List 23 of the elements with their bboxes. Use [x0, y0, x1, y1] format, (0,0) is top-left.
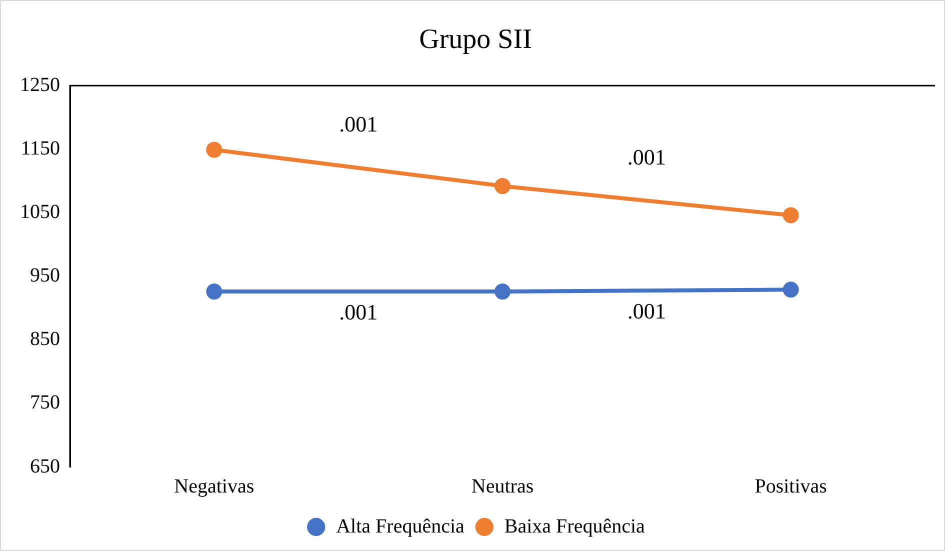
x-tick-label: Neutras — [471, 475, 534, 498]
y-tick-label: 1150 — [20, 137, 60, 160]
y-tick-label: 1050 — [20, 200, 60, 223]
annotation: .001 — [627, 298, 666, 324]
y-tick-label: 850 — [30, 328, 60, 350]
y-tick-label: 950 — [30, 264, 60, 287]
legend-label: Alta Frequência — [336, 515, 465, 538]
y-tick-label: 650 — [30, 455, 60, 478]
point — [206, 284, 222, 300]
point — [782, 282, 799, 298]
y-tick-label: 750 — [30, 392, 60, 414]
point — [782, 207, 799, 224]
legend-label: Baixa Frequência — [504, 515, 646, 538]
point — [206, 142, 222, 158]
annotation: .001 — [339, 112, 378, 137]
point — [494, 284, 510, 300]
annotation: .001 — [339, 299, 378, 324]
y-tick-label: 1250 — [20, 74, 60, 96]
point — [494, 178, 510, 194]
chart-title: Grupo SII — [419, 24, 532, 56]
x-tick-label: Negativas — [174, 475, 254, 498]
x-tick-label: Positivas — [754, 475, 828, 498]
annotation: .001 — [627, 144, 666, 170]
